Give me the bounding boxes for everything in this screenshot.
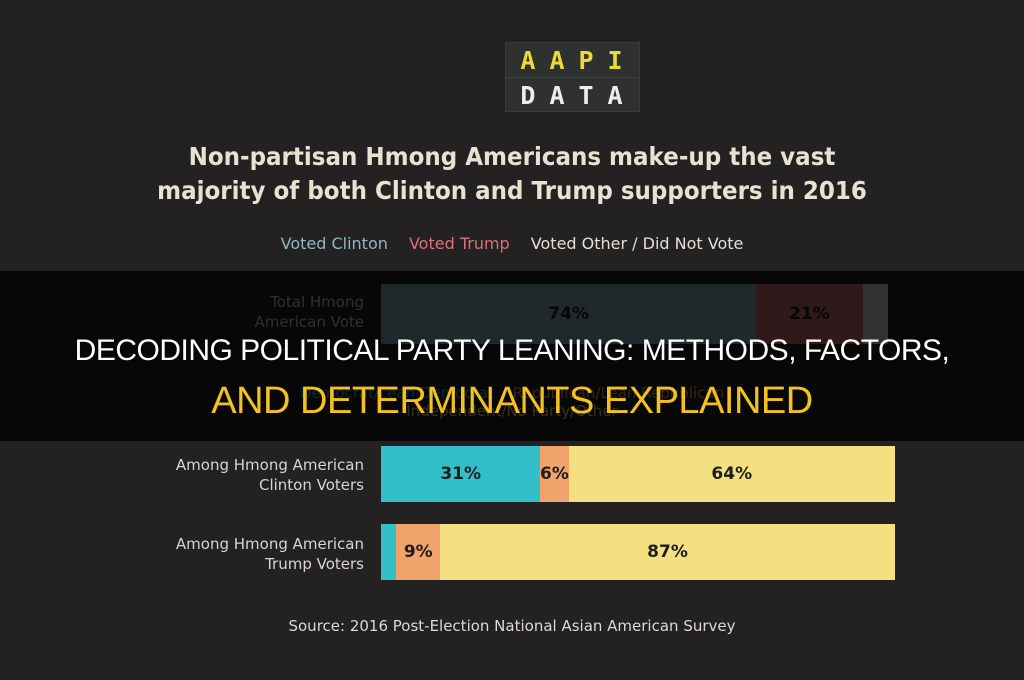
aapi-data-logo: AAPI DATA bbox=[505, 42, 640, 112]
value-label: 6% bbox=[540, 464, 569, 484]
logo-line2: DATA bbox=[506, 78, 639, 112]
row-label-clinton-voters: Among Hmong American Clinton Voters bbox=[176, 455, 364, 495]
title-overlay-band bbox=[0, 271, 1024, 441]
bar-trump-voters: 9% 87% bbox=[381, 524, 895, 580]
title-line1: Non-partisan Hmong Americans make-up the… bbox=[188, 142, 836, 171]
vote-legend: Voted Clinton Voted Trump Voted Other / … bbox=[0, 234, 1024, 253]
row-label-line1: Among Hmong American bbox=[175, 535, 364, 553]
logo-line1: AAPI bbox=[506, 43, 639, 78]
value-label: 31% bbox=[440, 464, 482, 484]
legend-voted-trump: Voted Trump bbox=[408, 234, 510, 253]
chart-title: Non-partisan Hmong Americans make-up the… bbox=[41, 140, 983, 208]
seg-clinton-rep: 6% bbox=[540, 446, 569, 502]
legend-voted-clinton: Voted Clinton bbox=[280, 234, 388, 253]
title-line2: majority of both Clinton and Trump suppo… bbox=[157, 176, 867, 205]
row-label-line2: Clinton Voters bbox=[258, 476, 364, 494]
row-label-line2: Trump Voters bbox=[265, 555, 364, 573]
logo-text-data: DATA bbox=[520, 80, 637, 110]
bar-clinton-voters: 31% 6% 64% bbox=[381, 446, 895, 502]
overlay-title-line1: DECODING POLITICAL PARTY LEANING: METHOD… bbox=[74, 334, 950, 367]
seg-trump-rep: 9% bbox=[396, 524, 441, 580]
row-label-line1: Among Hmong American bbox=[175, 456, 364, 474]
logo-text-aapi: AAPI bbox=[520, 45, 637, 75]
seg-trump-ind: 87% bbox=[440, 524, 895, 580]
seg-trump-dem bbox=[381, 524, 397, 580]
legend-voted-other: Voted Other / Did Not Vote bbox=[530, 234, 744, 253]
value-label: 64% bbox=[711, 464, 753, 484]
value-label: 9% bbox=[403, 542, 433, 562]
value-label: 87% bbox=[647, 542, 688, 562]
seg-clinton-dem: 31% bbox=[381, 446, 541, 502]
row-label-trump-voters: Among Hmong American Trump Voters bbox=[176, 534, 364, 574]
overlay-title-line2: AND DETERMINANTS EXPLAINED bbox=[211, 380, 813, 422]
seg-clinton-ind: 64% bbox=[568, 446, 895, 502]
source-note: Source: 2016 Post-Election National Asia… bbox=[288, 617, 736, 635]
